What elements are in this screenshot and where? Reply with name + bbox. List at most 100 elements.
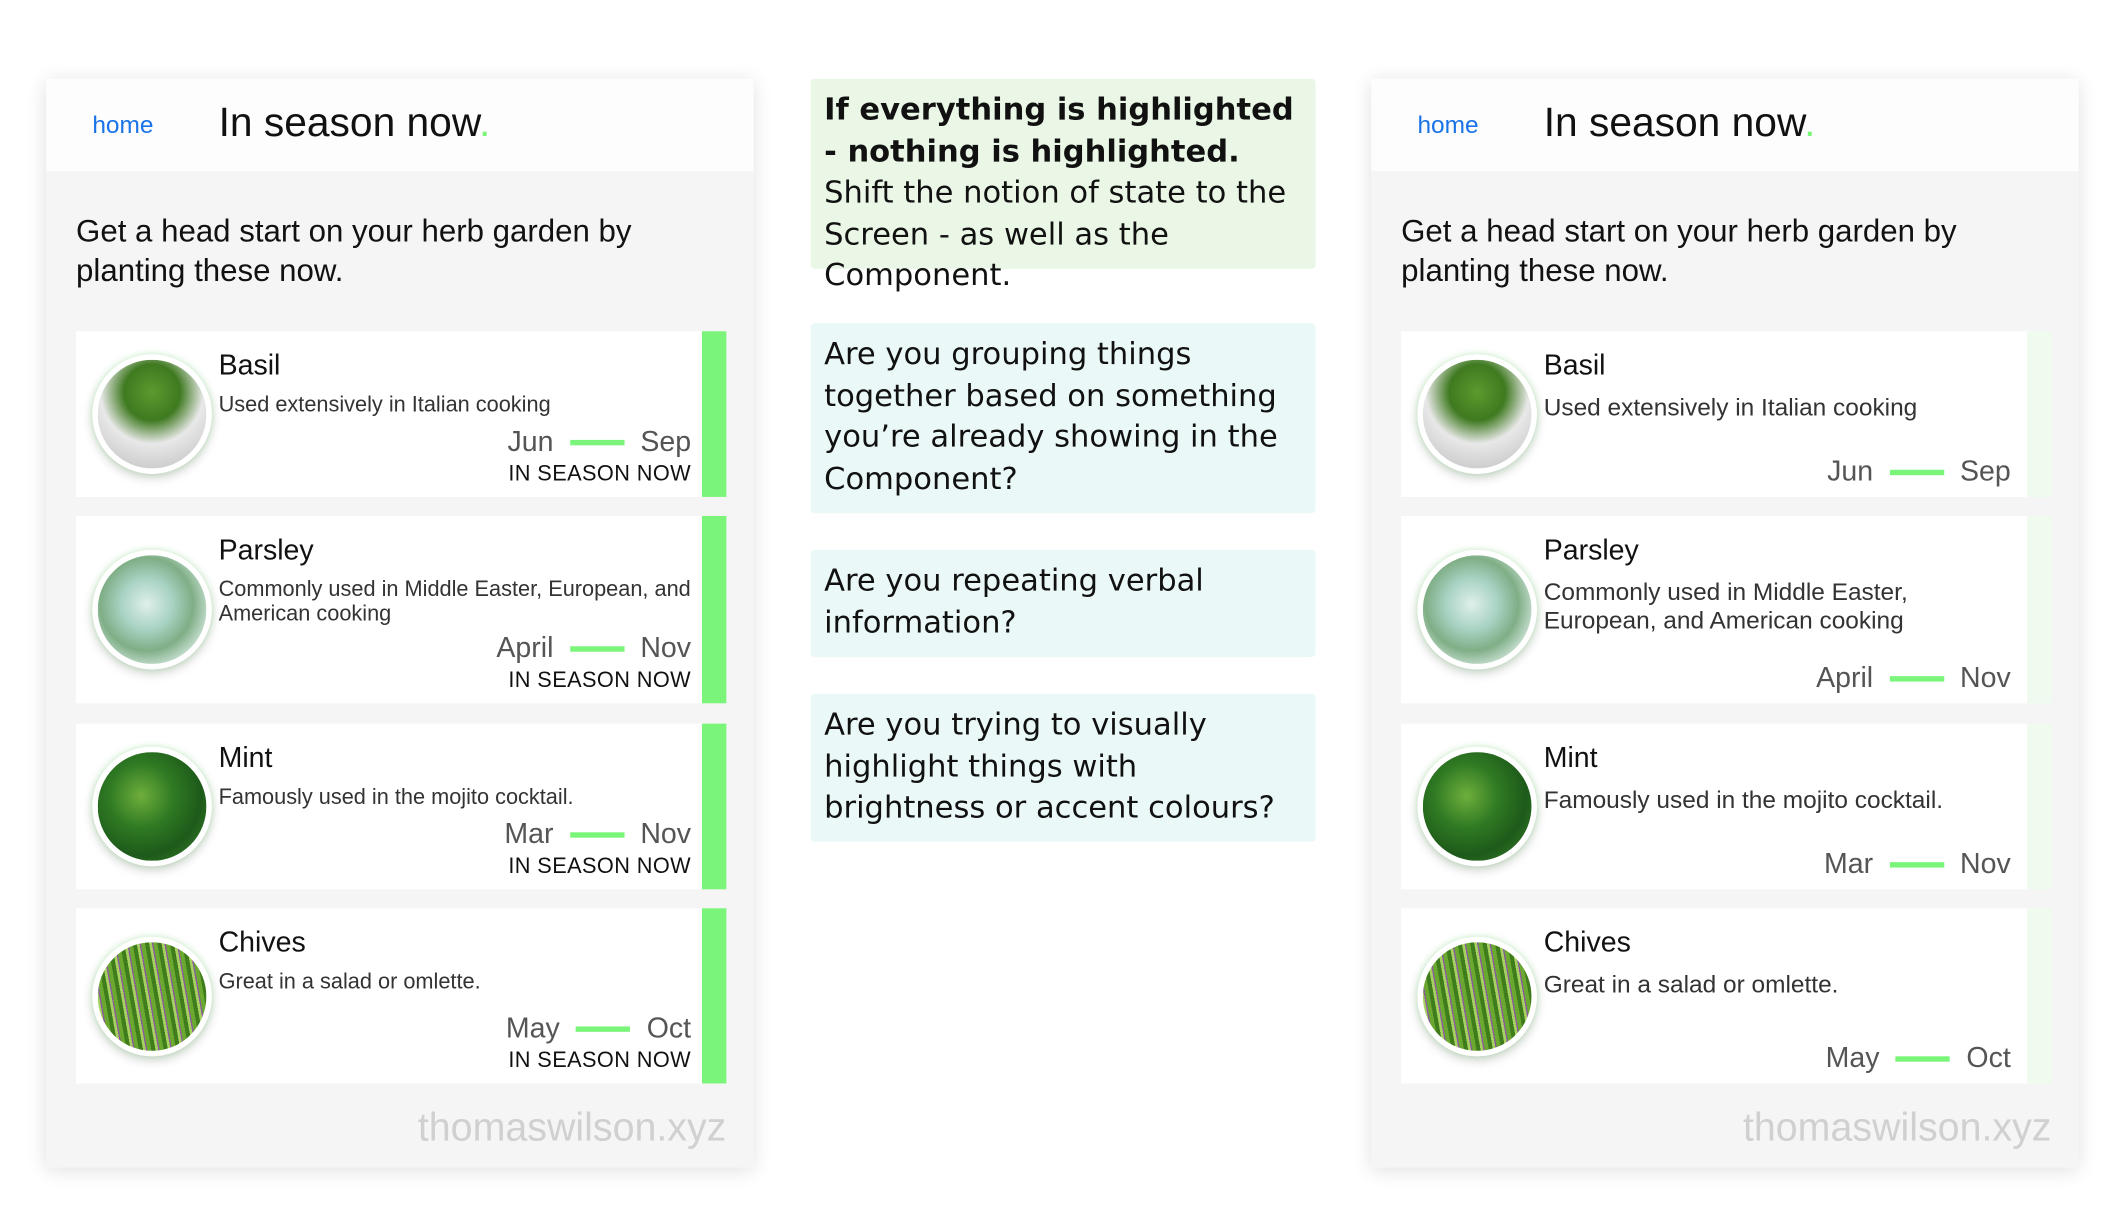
plant-card-chives[interactable]: Chives Great in a salad or omlette. May Oct [1401, 908, 2052, 1084]
season-range: Mar Nov [1824, 849, 2011, 882]
plant-name: Parsley [1543, 534, 1639, 567]
watermark: thomaswilson.xyz [1742, 1106, 2052, 1150]
season-indicator-bar [2027, 331, 2052, 497]
plant-name: Chives [1543, 927, 1631, 959]
header: home In season now. [46, 78, 754, 172]
note-text: Shift the notion of state to the Screen … [824, 175, 1287, 294]
plant-description: Commonly used in Middle Easter, European… [1543, 578, 1908, 635]
season-range: April Nov [496, 633, 691, 666]
season-start: Jun [1827, 456, 1874, 488]
range-line [1889, 469, 1944, 476]
note-text: Are you grouping things together based o… [824, 336, 1278, 497]
header: home In season now. [1371, 78, 2079, 172]
in-season-badge: IN SEASON NOW [508, 669, 692, 693]
note-1: If everything is highlighted - nothing i… [810, 78, 1316, 293]
phone-screen-highlighted: home In season now. Get a head start on yo… [46, 78, 754, 1168]
mint-image [92, 746, 212, 867]
range-line [569, 646, 625, 652]
home-link[interactable]: home [1417, 111, 1479, 139]
plant-description: Commonly used in Middle Easter, European… [218, 578, 691, 626]
plant-description: Famously used in the mojito cocktail. [218, 786, 574, 810]
plant-name: Chives [218, 927, 306, 959]
note-4: Are you trying to visually highlight thi… [810, 693, 1316, 842]
plant-description: Great in a salad or omlette. [1543, 970, 1839, 998]
season-range: Mar Nov [504, 819, 691, 852]
season-end: Oct [1966, 1042, 2011, 1074]
plant-card-mint[interactable]: Mint Famously used in the mojito cocktail… [76, 723, 727, 890]
plant-name: Mint [1543, 742, 1598, 774]
range-line [1889, 676, 1944, 682]
in-season-badge: IN SEASON NOW [508, 1049, 692, 1073]
plant-description: Used extensively in Italian cooking [1543, 393, 1918, 421]
season-range: Jun Sep [507, 426, 691, 459]
season-range: Jun Sep [1827, 456, 2011, 489]
intro-text: Get a head start on your herb garden by … [1401, 213, 1957, 288]
season-end: Oct [646, 1012, 692, 1045]
range-line [569, 832, 625, 838]
title-text: In season now [218, 100, 480, 146]
season-start: Mar [1824, 848, 1874, 880]
season-end: Sep [1960, 456, 2011, 488]
intro-text: Get a head start on your herb garden by … [76, 213, 632, 288]
note-text: Are you trying to visually highlight thi… [824, 707, 1275, 826]
chives-image [92, 936, 212, 1056]
season-range: May Oct [1826, 1043, 2011, 1076]
page-title: In season now. [1544, 100, 1816, 146]
note-3: Are you repeating verbal information? [810, 549, 1316, 658]
season-end: Nov [1960, 662, 2011, 694]
parsley-image [1417, 549, 1537, 670]
season-end: Nov [640, 632, 692, 664]
plant-card-chives[interactable]: Chives Great in a salad or omlette. May Oct… [76, 908, 727, 1084]
range-line [576, 1026, 631, 1032]
plant-description: Great in a salad or omlette. [218, 970, 481, 994]
season-start: April [496, 632, 554, 664]
season-indicator-bar [2027, 908, 2052, 1084]
season-start: May [505, 1012, 560, 1045]
season-indicator-bar [2027, 515, 2052, 704]
season-range: April Nov [1816, 663, 2011, 696]
season-end: Nov [640, 818, 692, 850]
range-line [569, 439, 625, 446]
season-end: Nov [1960, 848, 2011, 880]
season-indicator-bar [701, 723, 727, 890]
plant-card-basil[interactable]: Basil Used extensively in Italian cooking… [76, 331, 727, 497]
season-start: Jun [507, 426, 554, 458]
season-range: May Oct [506, 1013, 691, 1046]
in-season-badge: IN SEASON NOW [508, 462, 692, 487]
plant-name: Mint [218, 742, 273, 774]
season-end: Sep [640, 426, 692, 458]
plant-name: Basil [218, 350, 281, 382]
note-2: Are you grouping things together based o… [810, 323, 1316, 514]
plant-name: Basil [1543, 350, 1606, 382]
season-indicator-bar [2027, 723, 2052, 890]
season-start: May [1825, 1042, 1880, 1074]
title-accent-dot: . [479, 100, 491, 146]
basil-image [1417, 354, 1537, 474]
parsley-image [92, 549, 212, 670]
watermark: thomaswilson.xyz [417, 1106, 727, 1150]
note-emphasis: If everything is highlighted - nothing i… [824, 92, 1294, 170]
plant-card-parsley[interactable]: Parsley Commonly used in Middle Easter, E… [76, 515, 727, 704]
plant-name: Parsley [218, 534, 314, 567]
range-line [1889, 862, 1944, 868]
season-indicator-bar [701, 331, 727, 497]
chives-image [1417, 936, 1537, 1056]
basil-image [92, 354, 212, 474]
season-start: April [1816, 662, 1874, 694]
page-title: In season now. [219, 100, 491, 146]
plant-card-basil[interactable]: Basil Used extensively in Italian cooking… [1401, 331, 2052, 497]
plant-description: Famously used in the mojito cocktail. [1543, 786, 1944, 814]
mint-image [1417, 746, 1537, 867]
title-text: In season now [1543, 100, 1805, 146]
home-link[interactable]: home [92, 111, 154, 139]
plant-description: Used extensively in Italian cooking [218, 393, 551, 417]
range-line [1895, 1056, 1951, 1062]
season-indicator-bar [701, 515, 727, 704]
phone-screen-screen-state: home In season now. Get a head start on yo… [1371, 78, 2079, 1168]
plant-card-parsley[interactable]: Parsley Commonly used in Middle Easter, E… [1401, 515, 2052, 704]
title-accent-dot: . [1804, 100, 1816, 146]
note-text: Are you repeating verbal information? [824, 563, 1204, 641]
plant-card-mint[interactable]: Mint Famously used in the mojito cocktail… [1401, 723, 2052, 890]
in-season-badge: IN SEASON NOW [508, 855, 692, 879]
